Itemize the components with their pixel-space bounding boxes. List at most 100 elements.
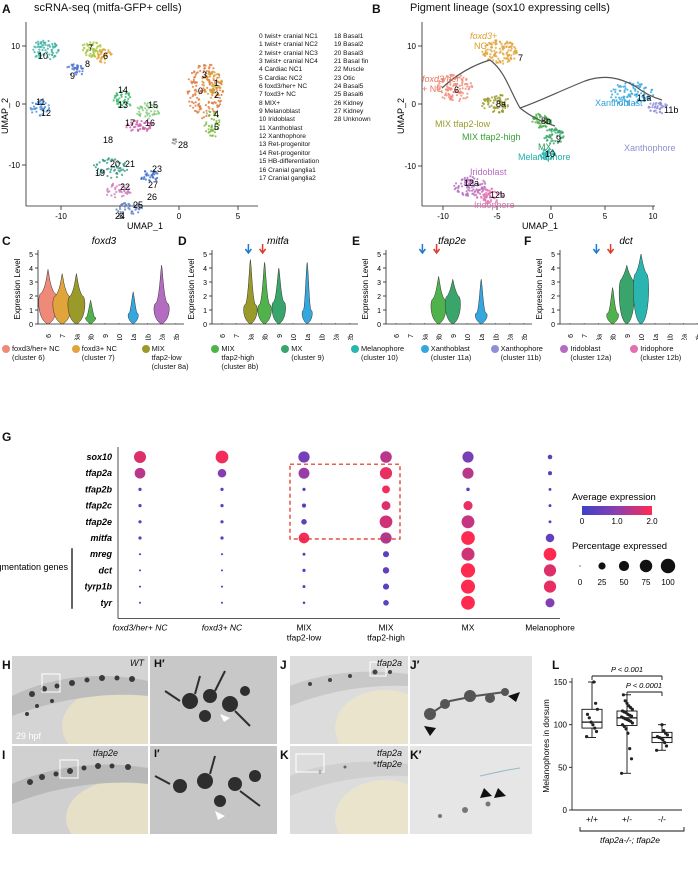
umap-cell-dot [545,139,549,142]
umap-cell-dot [115,166,118,169]
umap-cell-dot [470,186,474,189]
cluster-label: 11b [664,105,678,115]
umap-cell-dot [509,49,512,52]
cluster-legend-item: MIX tfap2-low (cluster 8a) [140,344,210,371]
pct-legend-tick: 0 [578,578,583,587]
umap-cell-dot [506,97,509,101]
umap-cell-dot [115,172,118,175]
umap-cell-dot [635,93,638,96]
umap-cell-dot [128,96,132,99]
violin-panel-foxd3: foxd3 0 1 2 3 4 5 Expression Level 6 7 8a 8b 9 10 11a 1… [13,236,184,340]
umap-cell-dot [138,124,141,128]
umap-a-legend-col2: 18 Basal1 19 Basal2 20 Basal3 21 Basal f… [334,33,371,125]
umap-cell-dot [34,55,37,58]
violin-ytick-label: 1 [377,308,381,315]
umap-cell-dot [440,78,443,81]
umap-cell-dot [73,66,76,69]
box-category-label: +/+ [586,814,598,824]
dotplot-dot [138,569,142,572]
umap-cell-dot [149,176,152,179]
violin-shape [67,273,86,325]
umap-cell-dot [482,102,485,106]
umap-cell-dot [118,189,121,192]
box-xlabel: tfap2a-/-; tfap2e [600,835,660,845]
umap-cell-dot [215,119,218,123]
umap-cell-dot [73,68,76,71]
umap-cell-dot [626,95,629,98]
dotplot-dot [380,451,392,463]
umap-cell-dot [138,208,141,211]
umap-a-plot: 10 0 -10 -10 -5 0 5 UMAP_1 UMAP_2 10 7 6… [0,22,258,231]
umap-cell-dot [129,126,132,129]
pct-legend-dot [579,565,581,567]
umap-cell-dot [458,87,461,91]
umap-cell-dot [490,50,493,53]
umap-cell-dot [656,105,659,108]
umap-cell-dot [123,106,127,109]
umap-cell-dot [553,128,556,131]
panel-letter-e: E [352,234,361,248]
umap-a-xtick: -5 [116,212,124,221]
umap-cell-dot [453,184,456,187]
umap-cell-dot [495,40,498,43]
umap-cell-dot [488,41,491,44]
umap-cell-dot [510,47,513,50]
cluster-label: 10 [545,149,555,159]
umap-cell-dot [220,93,223,97]
umap-cell-dot [99,170,102,173]
umap-cell-dot [203,67,206,70]
umap-cell-dot [78,70,81,73]
umap-cell-dot [493,106,496,109]
umap-cell-dot [482,195,486,198]
label-mix-high: MIX tfap2-high [462,132,521,142]
umap-b-xlabel: UMAP_1 [522,221,558,231]
umap-cell-dot [535,113,538,116]
umap-cell-dot [194,73,197,76]
umap-cell-dot [510,57,513,61]
umap-cell-dot [196,111,199,114]
umap-cell-dot [540,125,543,128]
cluster-color-swatch [420,345,429,353]
umap-cell-dot [455,94,459,97]
umap-cell-dot [96,172,99,175]
umap-cell-dot [506,60,509,63]
violin-ytick-label: 3 [203,280,207,287]
umap-cell-dot [483,52,486,56]
cluster-legend-text: (cluster 12b) [640,353,682,362]
umap-cell-dot [122,202,126,205]
arrowhead-icon [494,788,506,798]
umap-cell-dot [490,187,494,190]
box-data-point [662,729,666,733]
umap-cell-dot [496,97,499,100]
umap-cell-dot [629,90,632,93]
umap-cell-dot [139,105,142,108]
dotplot-dot [298,451,310,463]
pigmentation-genes-label: Pigmentation genes [0,562,68,572]
umap-cell-dot [204,64,207,67]
arrow-down-icon [433,244,441,255]
pct-legend-dot [660,558,676,574]
umap-cell-dot [46,51,49,54]
umap-cell-dot [111,182,115,185]
umap-cell-dot [483,181,486,184]
umap-cell-dot [463,176,466,179]
violin-category-label: 11b [667,334,674,340]
violin-category-label: 12b [696,334,698,340]
arrow-down-icon [244,244,252,255]
umap-cell-dot [100,50,104,53]
umap-cell-dot [202,87,205,90]
inset-image [410,656,532,744]
umap-cell-dot [218,85,221,88]
umap-cell-dot [542,124,545,128]
umap-cell-dot [86,44,89,47]
umap-cell-dot [664,103,667,106]
box-ytick-label: 100 [554,721,568,730]
umap-cell-dot [650,91,653,94]
violin-category-label: 9 [451,334,458,338]
photo-hp-inset: H′ [150,656,277,744]
umap-cell-dot [560,136,563,140]
box-category-label: +/- [622,814,632,824]
umap-cell-dot [618,85,621,88]
cluster-label: 20 [110,159,120,169]
dotplot-dot [547,471,553,476]
